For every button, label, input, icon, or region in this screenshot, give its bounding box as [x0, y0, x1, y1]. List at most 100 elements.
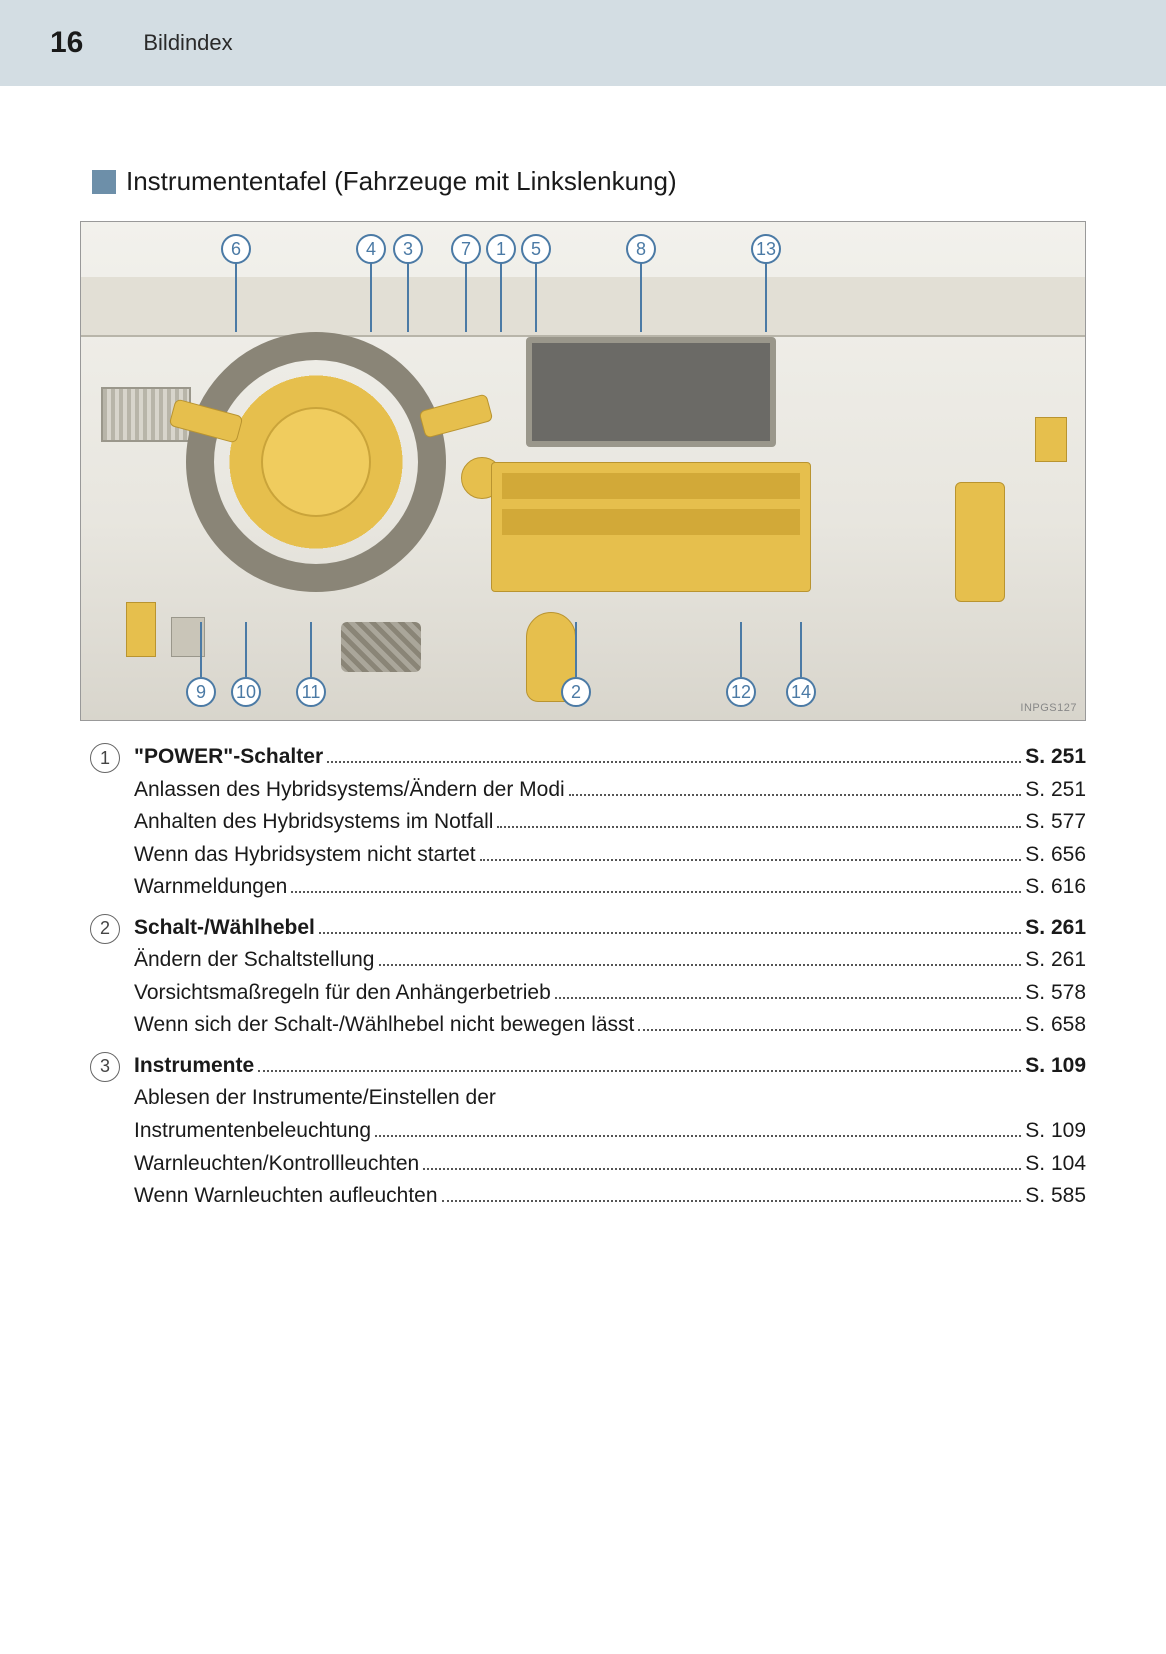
index-list: 1 "POWER"-Schalter S. 251 Anlassen des Hybr…: [80, 741, 1086, 1213]
index-line: Vorsichtsmaßregeln für den Anhängerbetri…: [134, 977, 1086, 1010]
center-display-icon: [526, 337, 776, 447]
callout-line: [500, 262, 502, 332]
index-page: S. 656: [1025, 839, 1086, 872]
index-page: S. 109: [1025, 1050, 1086, 1083]
title-row: Instrumententafel (Fahrzeuge mit Linksle…: [92, 166, 1086, 197]
callout-line: [575, 622, 577, 677]
index-label: Instrumentenbeleuchtung: [134, 1115, 371, 1148]
index-page: S. 261: [1025, 912, 1086, 945]
leader-dots: [480, 859, 1022, 861]
index-number: 1: [90, 743, 120, 773]
index-line: Instrumente S. 109: [134, 1050, 1086, 1083]
callout-line: [465, 262, 467, 332]
callout-line: [245, 622, 247, 677]
index-line: Wenn sich der Schalt-/Wählhebel nicht be…: [134, 1009, 1086, 1042]
callout-5: 5: [521, 234, 551, 264]
content-area: Instrumententafel (Fahrzeuge mit Linksle…: [0, 86, 1166, 1213]
callout-13: 13: [751, 234, 781, 264]
callout-line: [740, 622, 742, 677]
index-line: "POWER"-Schalter S. 251: [134, 741, 1086, 774]
leader-dots: [569, 794, 1022, 796]
leader-dots: [327, 761, 1021, 763]
index-number: 2: [90, 914, 120, 944]
index-label: Anlassen des Hybridsystems/Ändern der Mo…: [134, 774, 565, 807]
index-number: 3: [90, 1052, 120, 1082]
index-page: S. 577: [1025, 806, 1086, 839]
index-lines: Instrumente S. 109Ablesen der Instrumente…: [134, 1050, 1086, 1213]
leader-dots: [291, 891, 1021, 893]
callout-4: 4: [356, 234, 386, 264]
index-label: Warnmeldungen: [134, 871, 287, 904]
index-label: Ändern der Schaltstellung: [134, 944, 375, 977]
callout-line: [310, 622, 312, 677]
index-page: S. 616: [1025, 871, 1086, 904]
leader-dots: [375, 1135, 1021, 1137]
index-group: 2Schalt-/WählhebelS. 261Ändern der Schal…: [90, 912, 1086, 1042]
index-label: Wenn das Hybridsystem nicht startet: [134, 839, 476, 872]
leader-dots: [555, 997, 1022, 999]
index-label: Wenn Warnleuchten aufleuchten: [134, 1180, 438, 1213]
callout-8: 8: [626, 234, 656, 264]
page-number: 16: [50, 26, 83, 60]
center-stack-icon: [491, 462, 811, 592]
callout-11: 11: [296, 677, 326, 707]
index-line: Wenn Warnleuchten aufleuchten S. 585: [134, 1180, 1086, 1213]
callout-line: [370, 262, 372, 332]
index-page: S. 251: [1025, 741, 1086, 774]
index-group: 1 "POWER"-Schalter S. 251 Anlassen des Hybr…: [90, 741, 1086, 904]
index-lines: Schalt-/WählhebelS. 261Ändern der Schalt…: [134, 912, 1086, 1042]
index-label: Warnleuchten/Kontrollleuchten: [134, 1148, 419, 1181]
leader-dots: [497, 826, 1021, 828]
index-label: Schalt-/Wählhebel: [134, 912, 315, 945]
index-page: S. 251: [1025, 774, 1086, 807]
index-line: Warnleuchten/Kontrollleuchten S. 104: [134, 1148, 1086, 1181]
index-line: Warnmeldungen S. 616: [134, 871, 1086, 904]
index-line: Ablesen der Instrumente/Einstellen derIn…: [134, 1082, 1086, 1147]
title-marker-icon: [92, 170, 116, 194]
section-name: Bildindex: [143, 30, 232, 56]
index-line: Schalt-/Wählhebel S. 261: [134, 912, 1086, 945]
page-header: 16 Bildindex: [0, 0, 1166, 86]
index-page: S. 578: [1025, 977, 1086, 1010]
leader-dots: [319, 932, 1021, 934]
dashboard-diagram: 6437158139101121214 INPGS127: [80, 221, 1086, 721]
callout-9: 9: [186, 677, 216, 707]
callout-line: [200, 622, 202, 677]
index-group: 3 Instrumente S. 109Ablesen der Instrument…: [90, 1050, 1086, 1213]
callout-line: [800, 622, 802, 677]
callout-line: [235, 262, 237, 332]
index-label: "POWER"-Schalter: [134, 741, 323, 774]
callout-1: 1: [486, 234, 516, 264]
callout-14: 14: [786, 677, 816, 707]
leader-dots: [638, 1029, 1021, 1031]
leader-dots: [258, 1070, 1021, 1072]
index-label: Anhalten des Hybridsystems im Notfall: [134, 806, 493, 839]
index-line: Anhalten des Hybridsystems im Notfall S. …: [134, 806, 1086, 839]
climate-panel-icon: [955, 482, 1005, 602]
index-page: S. 109: [1025, 1115, 1086, 1148]
callout-10: 10: [231, 677, 261, 707]
dashboard-shelf: [81, 277, 1085, 337]
index-line: Wenn das Hybridsystem nicht startet S. 65…: [134, 839, 1086, 872]
page-title: Instrumententafel (Fahrzeuge mit Linksle…: [126, 166, 677, 197]
index-label: Wenn sich der Schalt-/Wählhebel nicht be…: [134, 1009, 634, 1042]
index-page: S. 585: [1025, 1180, 1086, 1213]
index-label: Ablesen der Instrumente/Einstellen der: [134, 1082, 1086, 1115]
index-lines: "POWER"-Schalter S. 251 Anlassen des Hybri…: [134, 741, 1086, 904]
callout-line: [535, 262, 537, 332]
steering-hub-icon: [261, 407, 371, 517]
index-page: S. 104: [1025, 1148, 1086, 1181]
pedal-icon: [341, 622, 421, 672]
index-line: Anlassen des Hybridsystems/Ändern der Mo…: [134, 774, 1086, 807]
index-label: Vorsichtsmaßregeln für den Anhängerbetri…: [134, 977, 551, 1010]
lower-button-icon: [126, 602, 156, 657]
steering-wheel-icon: [186, 332, 446, 592]
index-page: S. 261: [1025, 944, 1086, 977]
index-page: S. 658: [1025, 1009, 1086, 1042]
callout-line: [407, 262, 409, 332]
leader-dots: [442, 1200, 1022, 1202]
index-line: Ändern der Schaltstellung S. 261: [134, 944, 1086, 977]
callout-3: 3: [393, 234, 423, 264]
callout-6: 6: [221, 234, 251, 264]
index-label: Instrumente: [134, 1050, 254, 1083]
